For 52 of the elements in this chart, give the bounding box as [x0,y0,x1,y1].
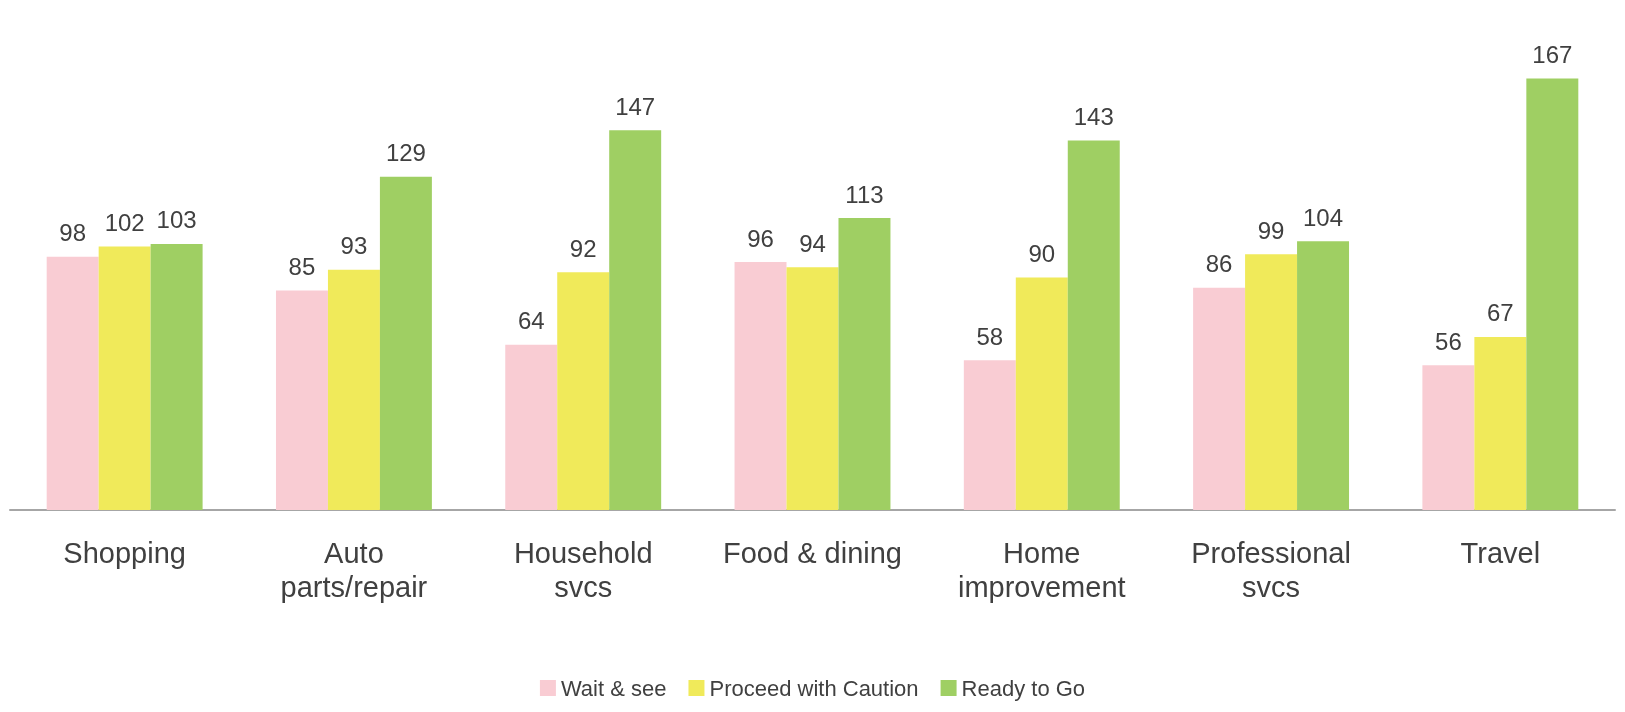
legend-label: Wait & see [560,675,667,701]
data-label: 92 [569,234,597,262]
legend-label: Proceed with Caution [709,675,919,701]
bar [557,272,610,510]
data-label: 99 [1257,216,1285,244]
data-label: 94 [799,229,826,257]
data-label: 58 [976,322,1004,350]
x-tick-label: Auto parts/repair [280,537,428,603]
data-label: 67 [1487,299,1514,327]
data-label: 85 [288,252,316,280]
bar [379,176,432,510]
data-label: 64 [517,307,545,335]
data-label: 96 [747,224,774,252]
bar [1422,365,1475,510]
x-tick-label: Shopping [63,537,186,569]
bar [838,218,891,510]
data-label: 167 [1532,41,1573,69]
x-tick-label: Professional svcs [1191,537,1351,603]
data-label: 102 [104,209,145,236]
data-label: 90 [1028,240,1056,267]
x-tick-label: Household svcs [513,537,653,603]
x-tick-label: Home improvement [957,537,1126,603]
bar [327,269,380,510]
bar [1067,140,1120,510]
bar [275,290,328,510]
bar [1297,241,1350,510]
data-label: 104 [1303,203,1344,231]
bar [1015,277,1068,510]
x-tick-label: Travel [1460,537,1541,569]
data-label: 113 [845,180,884,208]
bar [1193,287,1246,510]
bar [46,256,99,510]
x-tick-label: Food & dining [723,537,902,569]
bar [150,243,203,510]
bar [963,360,1016,510]
data-label: 56 [1435,327,1462,355]
bar [1526,78,1579,510]
bar [98,246,151,510]
data-label: 129 [385,139,426,167]
data-label: 86 [1205,250,1233,278]
bar [609,130,662,510]
legend-label: Ready to Go [961,675,1086,701]
data-label: 147 [615,92,656,120]
bar [1245,254,1298,510]
data-label: 98 [59,219,87,247]
data-label: 143 [1073,103,1114,131]
bar [505,344,558,510]
bar [1474,336,1527,510]
data-label: 93 [340,232,368,260]
bar [786,267,839,510]
bar [734,262,787,510]
data-label: 103 [156,206,197,234]
